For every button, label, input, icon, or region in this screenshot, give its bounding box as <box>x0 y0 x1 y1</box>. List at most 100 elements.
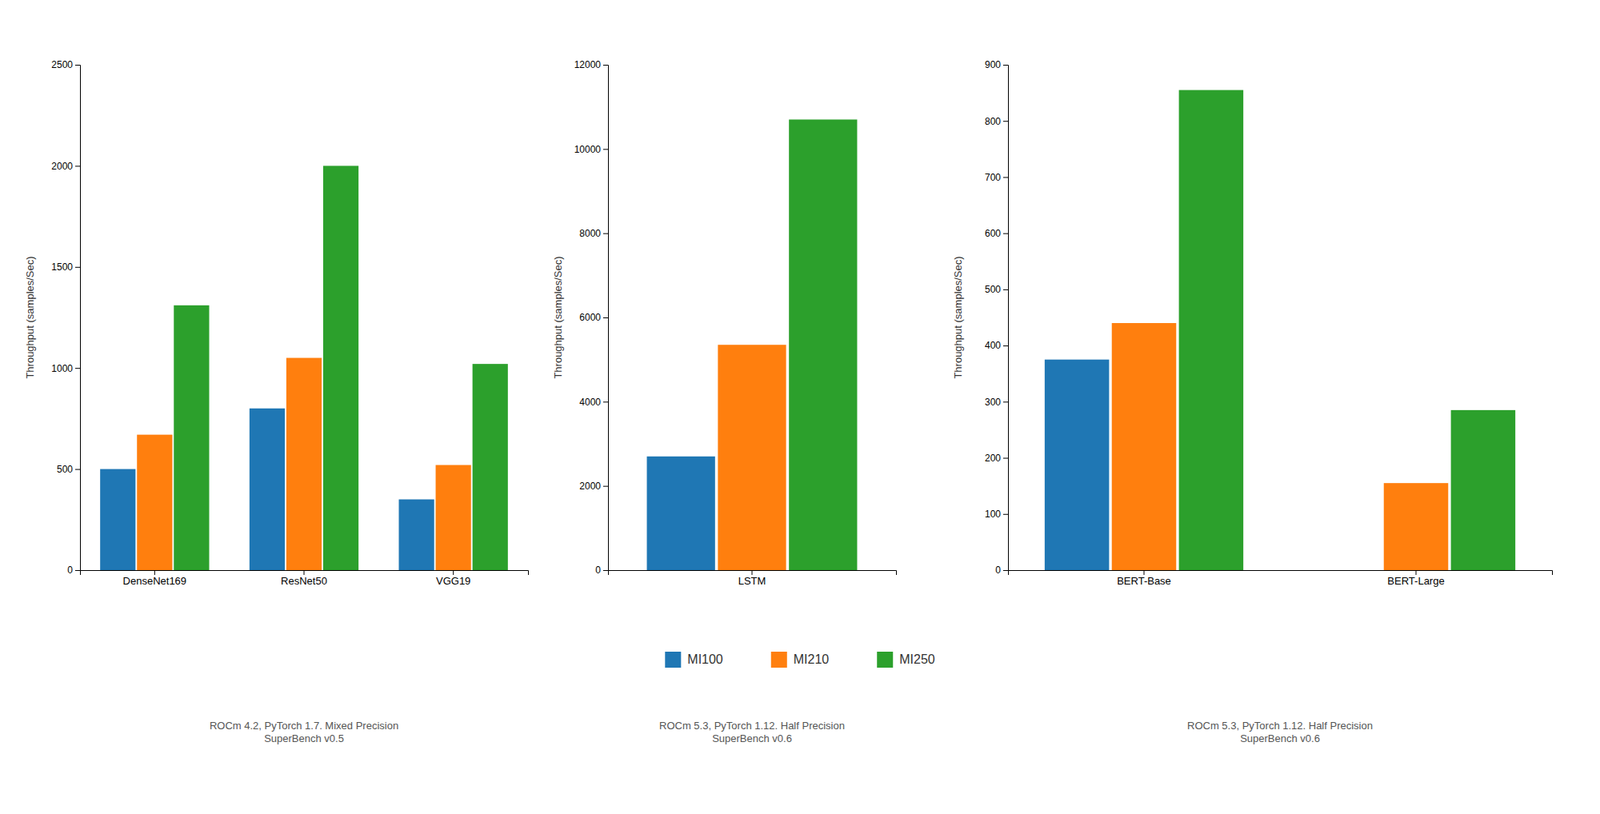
y-tick: 10000 <box>574 144 608 156</box>
y-tick-mark <box>1003 401 1008 403</box>
x-tick: BERT-Large <box>1387 570 1444 588</box>
bar <box>1044 360 1110 571</box>
y-tick-label: 800 <box>984 116 1001 128</box>
y-tick-label: 500 <box>984 284 1001 296</box>
bar <box>1179 90 1244 571</box>
y-axis: 0 500 1000 1500 2000 2500 <box>51 59 80 576</box>
y-tick: 2000 <box>579 480 608 492</box>
y-tick-label: 8000 <box>579 228 601 240</box>
y-tick: 800 <box>984 116 1008 128</box>
bar <box>647 456 716 571</box>
y-tick-label: 100 <box>984 508 1001 520</box>
y-tick-mark <box>603 401 608 403</box>
y-tick: 6000 <box>579 312 608 324</box>
y-tick-label: 900 <box>984 59 1001 71</box>
y-axis-title: Throughput (samples/Sec) <box>552 256 564 379</box>
bars <box>100 165 508 571</box>
y-tick-mark <box>603 148 608 150</box>
y-tick-label: 6000 <box>579 312 601 324</box>
y-tick-mark <box>1003 458 1008 460</box>
x-tick: LSTM <box>738 570 767 588</box>
x-tick: ResNet50 <box>280 570 328 588</box>
y-tick: 200 <box>984 452 1008 464</box>
y-tick-label: 1000 <box>51 363 73 375</box>
y-tick-label: 0 <box>595 564 601 576</box>
y-tick-label: 600 <box>984 228 1001 240</box>
x-axis: DenseNet169 ResNet50 VGG19 <box>80 570 529 588</box>
y-tick-label: 700 <box>984 172 1001 184</box>
y-tick-mark <box>1003 289 1008 291</box>
y-tick-label: 0 <box>67 564 73 576</box>
x-tick-mark <box>1144 570 1145 576</box>
y-tick-mark <box>1003 176 1008 178</box>
x-tick-label: BERT-Large <box>1387 575 1444 588</box>
legend-item: MI210 <box>771 652 830 668</box>
y-tick-mark <box>75 469 80 471</box>
y-axis-line <box>1003 65 1009 572</box>
legend-swatch <box>876 652 893 668</box>
subtitle-line: SuperBench v0.6 <box>712 732 792 745</box>
y-tick: 500 <box>56 464 80 476</box>
y-tick: 400 <box>984 340 1008 352</box>
x-axis-line <box>80 571 529 576</box>
y-tick-label: 12000 <box>574 59 602 71</box>
y-tick: 2000 <box>51 160 80 172</box>
legend-label: MI100 <box>687 652 724 667</box>
x-tick-mark <box>452 570 454 576</box>
y-tick-label: 2000 <box>51 160 73 172</box>
y-tick-mark <box>1003 120 1008 122</box>
y-tick: 8000 <box>579 228 608 240</box>
subtitle-line: ROCm 5.3, PyTorch 1.12. Half Precision <box>659 720 845 732</box>
y-tick-label: 500 <box>56 464 73 476</box>
x-tick-label: BERT-Base <box>1116 575 1172 588</box>
bar <box>249 408 285 571</box>
y-axis: 0100200300400500600700800900 <box>984 59 1009 576</box>
subtitle: ROCm 5.3, PyTorch 1.12. Half PrecisionSu… <box>659 720 845 745</box>
y-tick-label: 300 <box>984 396 1001 408</box>
y-tick: 1500 <box>51 261 80 273</box>
bar <box>1384 483 1449 571</box>
bar <box>100 469 136 571</box>
y-tick: 0 <box>595 564 608 576</box>
bar <box>472 364 508 571</box>
x-tick-label: DenseNet169 <box>123 575 188 588</box>
x-tick-label: VGG19 <box>436 575 471 588</box>
y-tick-mark <box>1003 233 1008 235</box>
panel: 0100200300400500600700800900BERT-BaseBER… <box>952 59 1553 588</box>
bar <box>436 465 472 571</box>
y-tick: 600 <box>984 228 1008 240</box>
bar <box>788 119 857 571</box>
y-tick-mark <box>75 165 80 167</box>
y-tick: 1000 <box>51 363 80 375</box>
subtitle: ROCm 4.2, PyTorch 1.7. Mixed PrecisionSu… <box>209 720 399 745</box>
y-axis-line <box>603 65 609 572</box>
legend-label: MI210 <box>793 652 830 667</box>
y-tick: 700 <box>984 172 1008 184</box>
panel: 0 500 1000 1500 2000 2500 DenseNet169 ResNet50 V… <box>24 59 529 588</box>
subtitle-line: SuperBench v0.6 <box>1240 732 1320 745</box>
bar <box>399 500 435 571</box>
y-axis-title: Throughput (samples/Sec) <box>952 256 964 379</box>
subtitle-line: ROCm 4.2, PyTorch 1.7. Mixed Precision <box>209 720 399 732</box>
y-tick: 0 <box>67 564 80 576</box>
x-tick-mark <box>304 570 305 576</box>
bar <box>717 344 786 571</box>
y-tick-mark <box>75 64 80 66</box>
x-tick-label: LSTM <box>738 575 767 588</box>
legend-swatch <box>664 652 681 668</box>
y-tick-mark <box>1003 570 1008 572</box>
legend-label: MI250 <box>899 652 936 667</box>
legend-item: MI100 <box>664 652 724 668</box>
bar <box>1316 570 1382 572</box>
bar <box>323 165 359 571</box>
y-tick-mark <box>1003 345 1008 347</box>
subtitle-line: ROCm 5.3, PyTorch 1.12. Half Precision <box>1187 720 1373 732</box>
bar <box>136 435 172 571</box>
y-tick: 300 <box>984 396 1008 408</box>
bar <box>1451 410 1516 571</box>
y-axis-line <box>75 65 81 572</box>
y-tick-mark <box>603 570 608 572</box>
y-tick-mark <box>75 570 80 572</box>
y-tick-label: 2500 <box>51 59 73 71</box>
y-tick-mark <box>603 233 608 235</box>
